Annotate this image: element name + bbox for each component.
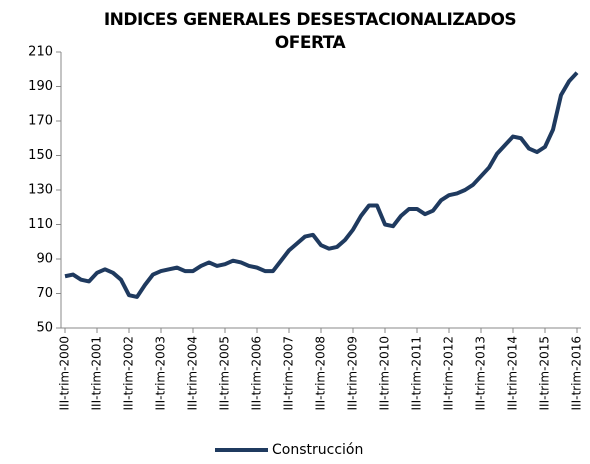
x-tick-label: III-trim-2009: [346, 336, 360, 410]
x-tick-label: III-trim-2006: [250, 336, 264, 410]
x-tick-label: III-trim-2005: [218, 336, 232, 410]
y-tick-label: 90: [36, 252, 53, 267]
x-tick-label: III-trim-2002: [122, 336, 136, 410]
x-tick-label: III-trim-2003: [154, 336, 168, 410]
chart-title: INDICES GENERALES DESESTACIONALIZADOS: [104, 10, 516, 30]
x-tick-label: III-trim-2016: [570, 336, 584, 410]
x-tick-label: III-trim-2004: [186, 336, 200, 410]
y-tick-label: 110: [28, 217, 53, 232]
y-tick-label: 210: [28, 45, 53, 60]
x-tick-label: III-trim-2011: [410, 336, 424, 410]
y-tick-label: 130: [28, 183, 53, 198]
x-tick-label: III-trim-2015: [538, 336, 552, 410]
line-series: [64, 71, 579, 299]
y-tick-label: 70: [36, 286, 53, 301]
x-tick-label: III-trim-2012: [442, 336, 456, 410]
x-tick-label: III-trim-2014: [506, 336, 520, 410]
chart-subtitle: OFERTA: [275, 33, 347, 53]
y-tick-label: 170: [28, 114, 53, 129]
x-tick-label: III-trim-2013: [474, 336, 488, 410]
x-tick-label: III-trim-2001: [90, 336, 104, 410]
y-tick-label: 190: [28, 79, 53, 94]
legend-label: Construcción: [272, 442, 363, 458]
x-tick-label: III-trim-2010: [378, 336, 392, 410]
x-tick-label: III-trim-2007: [282, 336, 296, 410]
y-tick-label: 150: [28, 148, 53, 163]
x-tick-label: III-trim-2000: [58, 336, 72, 410]
y-tick-label: 50: [36, 321, 53, 336]
x-tick-label: III-trim-2008: [314, 336, 328, 410]
